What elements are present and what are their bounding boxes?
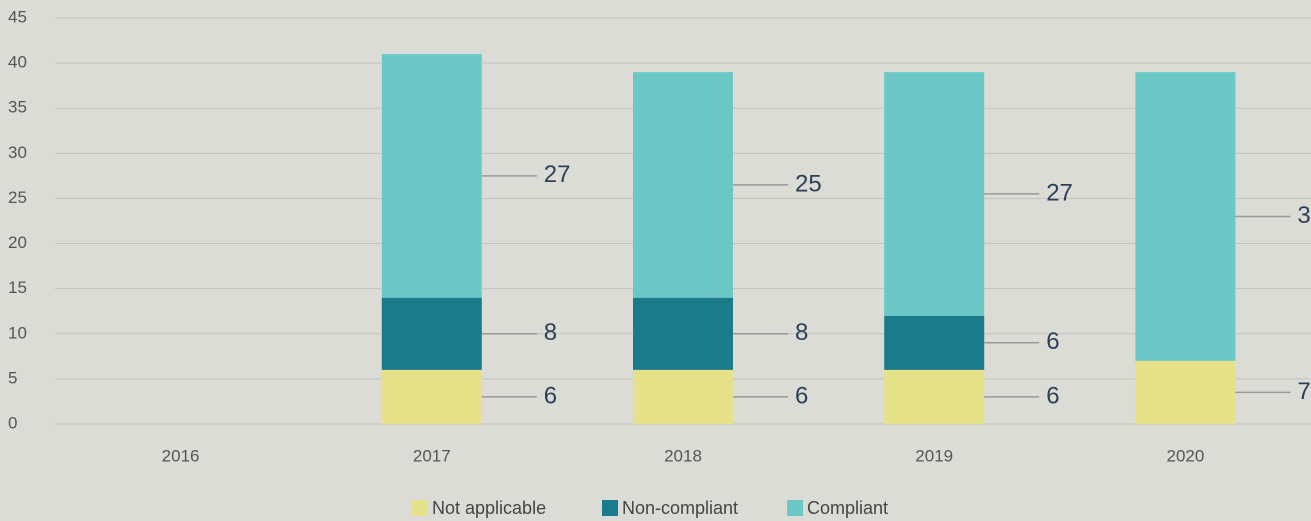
bar-segment: [381, 54, 482, 298]
legend-label: Not applicable: [432, 498, 546, 518]
data-label: 8: [544, 319, 557, 346]
legend-swatch: [787, 500, 803, 516]
bar-segment: [1135, 360, 1236, 424]
data-label: 7: [1297, 378, 1310, 405]
data-label: 6: [795, 382, 808, 409]
bar-segment: [633, 297, 733, 370]
bar-segment: [381, 297, 482, 370]
y-tick-label: 20: [8, 233, 27, 252]
x-tick-label: 2017: [413, 446, 451, 465]
data-label: 6: [544, 382, 557, 409]
y-tick-label: 30: [8, 143, 27, 162]
y-tick-label: 35: [8, 98, 27, 117]
y-tick-label: 25: [8, 188, 27, 207]
data-label: 27: [1046, 179, 1073, 206]
data-label: 8: [795, 319, 808, 346]
y-tick-label: 40: [8, 53, 27, 72]
x-tick-label: 2020: [1166, 446, 1204, 465]
y-tick-label: 0: [8, 413, 17, 432]
legend-label: Compliant: [807, 498, 888, 518]
bar-segment: [884, 72, 985, 316]
legend-swatch: [412, 500, 428, 516]
data-label: 6: [1046, 328, 1059, 355]
y-tick-label: 10: [8, 323, 27, 342]
y-tick-label: 5: [8, 368, 17, 387]
data-label: 27: [544, 161, 571, 188]
legend-label: Non-compliant: [622, 498, 738, 518]
bar-segment: [633, 72, 733, 298]
y-tick-label: 45: [8, 7, 27, 26]
bar-segment: [1135, 72, 1236, 361]
bar-segment: [633, 369, 733, 424]
data-label: 32: [1297, 202, 1311, 229]
x-tick-label: 2019: [915, 446, 953, 465]
x-tick-label: 2018: [664, 446, 702, 465]
data-label: 6: [1046, 382, 1059, 409]
bar-segment: [884, 369, 985, 424]
x-tick-label: 2016: [162, 446, 200, 465]
data-label: 25: [795, 170, 822, 197]
bar-segment: [381, 369, 482, 424]
legend-swatch: [602, 500, 618, 516]
y-tick-label: 15: [8, 278, 27, 297]
bar-segment: [884, 315, 985, 370]
